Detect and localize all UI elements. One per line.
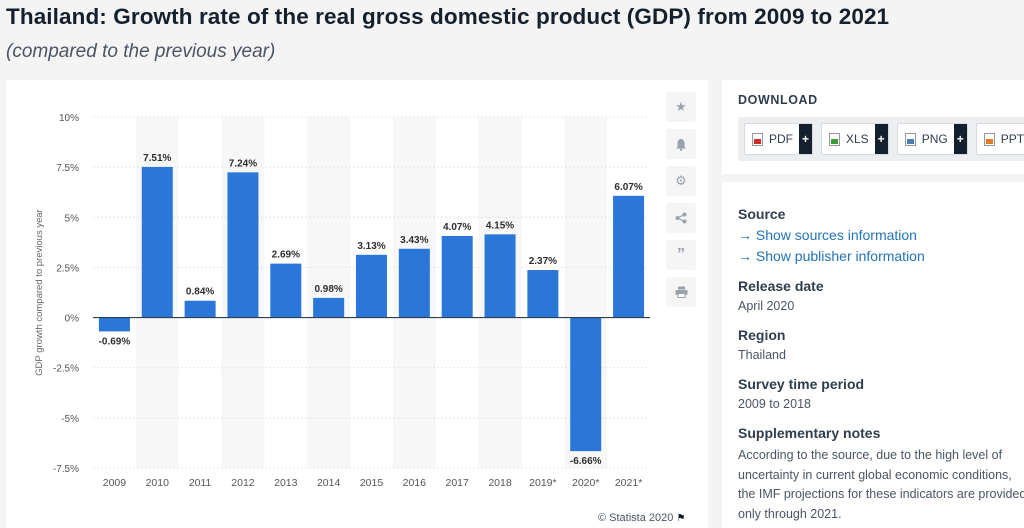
x-tick-label: 2009 <box>103 477 127 489</box>
x-tick-label: 2015 <box>360 477 384 489</box>
download-png-button[interactable]: PNG + <box>896 123 968 155</box>
copyright-text: © Statista 2020 ⚑ <box>598 512 686 524</box>
x-tick-label: 2020* <box>572 477 599 489</box>
page-subtitle: (compared to the previous year) <box>6 41 276 62</box>
y-tick-label: -2.5% <box>53 364 79 375</box>
pdf-plus-button[interactable]: + <box>799 124 812 154</box>
x-tick-label: 2021* <box>615 477 642 489</box>
data-label: 6.07% <box>614 182 642 193</box>
show-sources-link[interactable]: → Show sources information <box>738 227 917 243</box>
png-plus-button[interactable]: + <box>953 124 967 154</box>
bar-2016 <box>398 248 430 318</box>
ppt-file-icon <box>983 132 995 146</box>
download-buttons: PDF + XLS + PNG + PPT <box>738 117 1024 161</box>
y-tick-label: -5% <box>61 414 79 425</box>
x-tick-label: 2012 <box>231 477 255 489</box>
data-label: 2.37% <box>529 256 557 267</box>
bar-2012 <box>227 172 259 318</box>
bar-2014 <box>313 297 345 318</box>
bar-2009 <box>98 317 130 332</box>
region-heading: Region <box>738 327 786 343</box>
data-label: 0.84% <box>186 287 214 298</box>
y-axis-label: GDP growth compared to previous year <box>34 209 45 376</box>
print-icon[interactable] <box>666 277 696 307</box>
notes-heading: Supplementary notes <box>738 425 881 441</box>
source-heading: Source <box>738 206 786 222</box>
data-label: 0.98% <box>314 284 342 295</box>
png-file-icon <box>904 132 916 146</box>
data-label: 4.07% <box>443 222 471 233</box>
y-tick-label: 5% <box>65 213 80 224</box>
data-label: 3.13% <box>357 241 385 252</box>
xls-file-icon <box>829 132 840 146</box>
bar-2018 <box>484 234 516 318</box>
bar-chart: 10% 7.5% 5% 2.5% 0% -2.5% -5% -7.5% GDP growth c… <box>34 113 650 489</box>
bar-2010 <box>141 166 173 318</box>
bar-2013 <box>270 263 302 318</box>
data-label: 4.15% <box>486 220 514 231</box>
data-label: 3.43% <box>400 235 428 246</box>
x-tick-label: 2018 <box>488 477 512 489</box>
pdf-file-icon <box>752 132 763 146</box>
info-section: Source → Show sources information → Show… <box>722 182 1024 528</box>
bell-icon[interactable] <box>666 129 696 159</box>
download-pdf-button[interactable]: PDF + <box>744 123 813 155</box>
share-icon[interactable] <box>666 203 696 233</box>
x-tick-label: 2014 <box>317 477 341 489</box>
y-tick-label: 7.5% <box>56 163 79 174</box>
data-label: -6.66% <box>570 456 602 467</box>
survey-period-value: 2009 to 2018 <box>738 397 811 411</box>
star-icon[interactable]: ★ <box>666 92 696 122</box>
x-tick-label: 2011 <box>189 477 212 489</box>
bar-2020 <box>570 317 602 452</box>
bar-2015 <box>356 254 387 318</box>
bar-2019 <box>527 270 559 318</box>
y-tick-label: -7.5% <box>53 464 79 475</box>
y-tick-label: 0% <box>65 314 80 325</box>
region-value: Thailand <box>738 348 786 362</box>
bar-2017 <box>441 235 473 318</box>
quote-icon[interactable]: ” <box>666 240 696 270</box>
chart-toolbar: ★ ⚙ ” <box>666 92 696 314</box>
x-tick-label: 2013 <box>274 477 298 489</box>
release-date-value: April 2020 <box>738 299 795 313</box>
y-tick-label: 10% <box>59 113 79 124</box>
notes-text: According to the source, due to the high… <box>738 448 1024 521</box>
side-panel: DOWNLOAD PDF + XLS + PNG + PPT Source → … <box>722 80 1024 528</box>
column-band <box>307 117 351 468</box>
chart-card: 10% 7.5% 5% 2.5% 0% -2.5% -5% -7.5% GDP growth c… <box>6 80 708 528</box>
download-section: DOWNLOAD PDF + XLS + PNG + PPT <box>722 80 1024 174</box>
x-tick-label: 2016 <box>403 477 427 489</box>
download-xls-button[interactable]: XLS + <box>821 123 889 155</box>
data-label: 2.69% <box>272 250 300 261</box>
x-tick-label: 2010 <box>146 477 170 489</box>
x-tick-label: 2017 <box>446 477 470 489</box>
download-title: DOWNLOAD <box>738 93 818 107</box>
release-date-heading: Release date <box>738 278 824 294</box>
bar-2011 <box>184 300 216 318</box>
download-ppt-button[interactable]: PPT <box>975 123 1024 155</box>
x-tick-label: 2019* <box>529 477 556 489</box>
bar-2021 <box>613 195 645 318</box>
y-tick-label: 2.5% <box>56 263 79 274</box>
xls-plus-button[interactable]: + <box>874 124 888 154</box>
data-label: 7.24% <box>229 158 257 169</box>
page-title: Thailand: Growth rate of the real gross … <box>6 4 890 29</box>
data-label: -0.69% <box>99 336 131 347</box>
survey-period-heading: Survey time period <box>738 376 865 392</box>
show-publisher-link[interactable]: → Show publisher information <box>738 248 925 264</box>
gear-icon[interactable]: ⚙ <box>666 166 696 196</box>
data-label: 7.51% <box>143 153 171 164</box>
